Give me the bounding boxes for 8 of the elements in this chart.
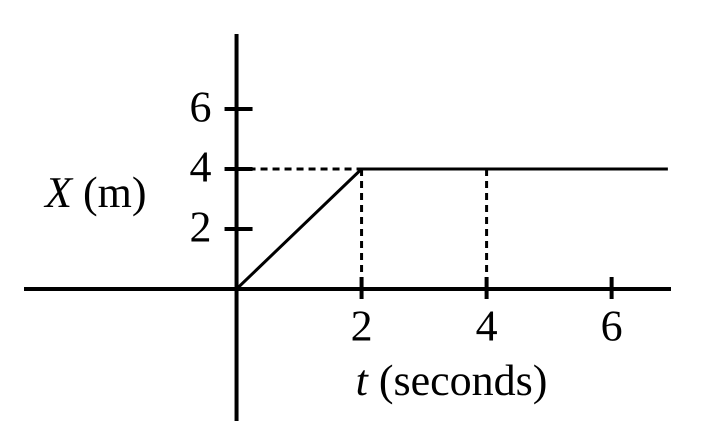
- x-tick-label: 2: [350, 302, 373, 350]
- y-tick-label: 4: [190, 142, 212, 192]
- x-tick-label: 4: [476, 302, 498, 350]
- x-tick-label: 6: [600, 302, 623, 350]
- y-axis-title: X (m): [43, 168, 147, 217]
- y-tick-label: 6: [190, 82, 212, 132]
- x-axis-title: t (seconds): [356, 356, 548, 405]
- y-tick-label: 2: [190, 202, 212, 252]
